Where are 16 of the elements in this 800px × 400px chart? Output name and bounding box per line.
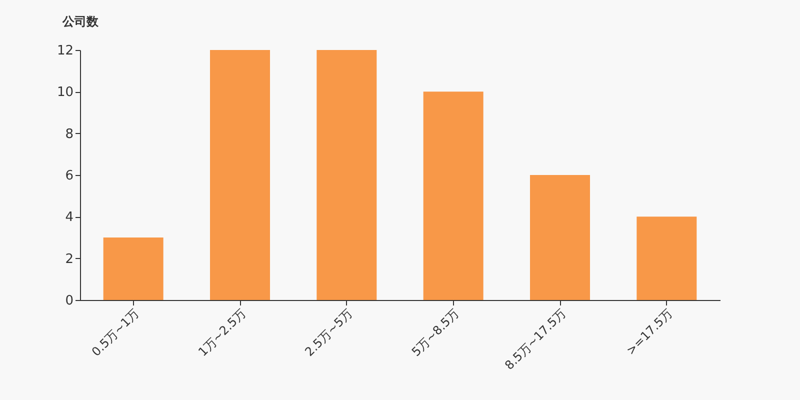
bar — [423, 92, 484, 300]
bar — [103, 238, 164, 300]
x-tick-label: 2.5万~5万 — [302, 306, 356, 359]
y-tick-label: 0 — [65, 294, 74, 308]
y-axis-title: 公司数 — [62, 14, 100, 28]
bar — [316, 50, 377, 300]
y-tick-label: 8 — [65, 126, 74, 142]
bar — [530, 175, 590, 300]
y-tick-label: 12 — [56, 44, 74, 58]
bar — [636, 216, 697, 300]
y-tick-label: 10 — [56, 85, 74, 100]
y-tick-label: 6 — [65, 168, 74, 184]
bar — [210, 50, 270, 300]
y-tick-label: 2 — [65, 252, 74, 267]
y-tick-label: 4 — [65, 210, 74, 226]
x-tick-label: 0.5万~1万 — [88, 306, 142, 359]
